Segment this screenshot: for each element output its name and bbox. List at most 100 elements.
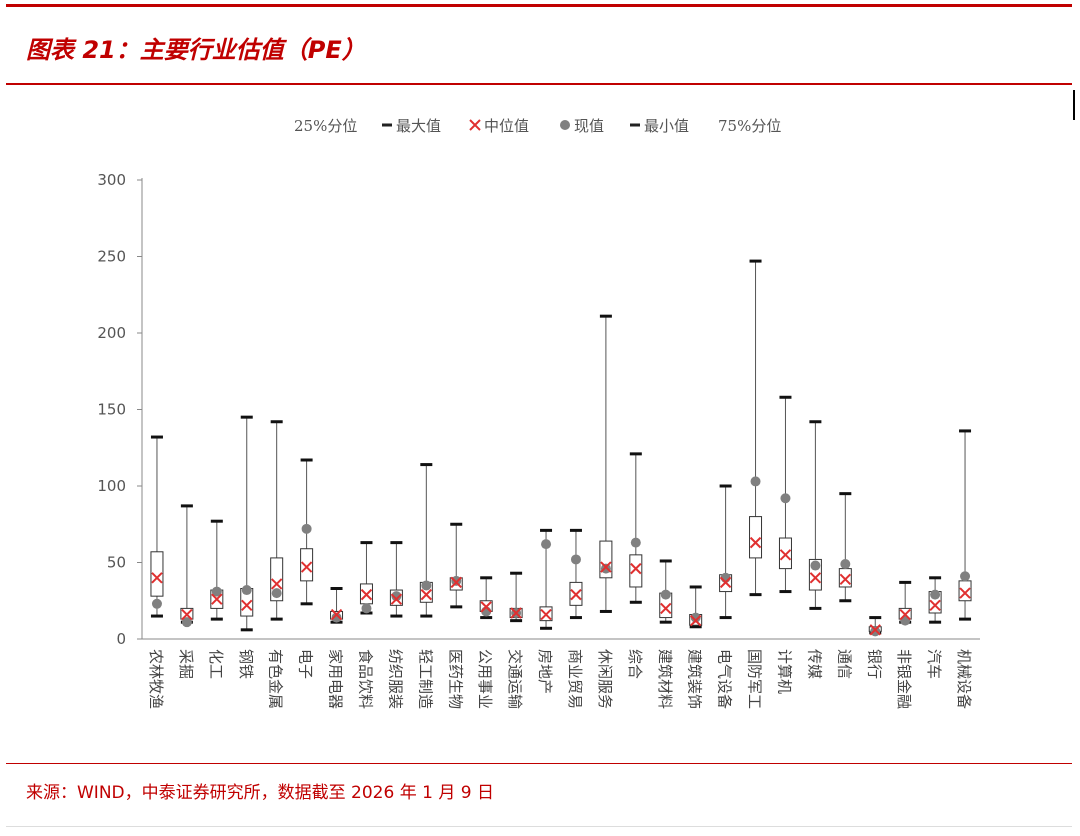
legend-label: 最小值 (644, 117, 689, 135)
legend-item: 现值 (560, 117, 604, 135)
category-label: 家用电器 (327, 649, 345, 709)
category-label: 休闲服务 (596, 649, 614, 709)
median-cross (689, 614, 702, 627)
category-label: 食品饮料 (356, 649, 374, 709)
legend-item: 25%分位 (294, 117, 357, 135)
median-cross (241, 599, 253, 612)
median-cross (390, 593, 403, 605)
median-cross (749, 536, 762, 549)
median-cross (480, 601, 492, 613)
median-cross (211, 593, 223, 605)
current-value-dot (331, 612, 342, 623)
legend-item: 最小值 (630, 117, 689, 135)
category-label: 商业贸易 (566, 649, 584, 709)
median-cross (779, 549, 792, 561)
current-value-dot (870, 626, 881, 637)
category-label: 机械设备 (955, 649, 973, 709)
current-value-dot (930, 589, 941, 600)
y-tick-label: 50 (107, 554, 126, 572)
title-rule (6, 83, 1072, 85)
current-value-dot (421, 580, 432, 591)
median-cross (630, 562, 642, 575)
current-value-dot (750, 476, 761, 487)
current-value-dot (690, 612, 701, 623)
current-value-dot (630, 537, 641, 548)
category-label: 公用事业 (476, 649, 494, 709)
current-value-dot (600, 563, 611, 574)
median-cross (151, 572, 163, 584)
legend-label: 75%分位 (718, 117, 781, 135)
legend-item: 最大值 (382, 117, 441, 135)
median-cross (869, 624, 881, 636)
median-cross (570, 588, 582, 601)
current-value-dot (211, 586, 222, 597)
current-value-dot (660, 589, 671, 600)
legend-dot-marker (560, 120, 570, 130)
iqr-box (300, 548, 314, 582)
category-label: 计算机 (775, 649, 793, 694)
category-label: 建筑材料 (656, 649, 674, 709)
current-value-dot (361, 603, 372, 614)
current-value-dot (301, 523, 312, 534)
category-label: 建筑装饰 (686, 649, 704, 709)
category-label: 汽车 (925, 649, 943, 679)
legend-item: 75%分位 (718, 117, 781, 135)
category-label: 银行 (865, 649, 883, 679)
median-cross (181, 608, 193, 621)
legend-item: 中位值 (469, 117, 529, 135)
median-cross (540, 608, 552, 621)
category-label: 房地产 (536, 649, 554, 694)
legend-label: 25%分位 (294, 117, 357, 135)
category-label: 综合 (626, 649, 644, 679)
median-cross (330, 608, 343, 621)
median-cross (420, 588, 433, 601)
y-tick-label: 100 (97, 477, 126, 495)
median-cross (270, 578, 283, 590)
category-label: 采掘 (177, 649, 195, 679)
category-label: 电气设备 (716, 649, 734, 709)
category-label: 农林牧渔 (147, 649, 165, 709)
median-cross (600, 561, 612, 573)
current-value-dot (960, 571, 971, 582)
current-value-dot (151, 598, 162, 609)
bottom-border (6, 826, 1072, 827)
y-tick-label: 250 (97, 248, 126, 266)
category-label: 传媒 (805, 649, 823, 679)
current-value-dot (271, 588, 282, 599)
median-cross (929, 599, 941, 612)
median-cross (899, 608, 911, 621)
source-note: 来源：WIND，中泰证券研究所，数据截至 2026 年 1 月 9 日 (26, 783, 494, 803)
y-tick-label: 300 (97, 171, 126, 189)
top-rule (6, 4, 1072, 7)
category-label: 钢铁 (237, 649, 255, 679)
boxplot-chart: 0 50 100 150 200 250 300 25%分位 最大值 中位值 现值 最小值 75%分位农… (97, 117, 980, 709)
bottom-rule (6, 763, 1072, 764)
category-label: 交通运输 (506, 649, 524, 709)
category-label: 医药生物 (446, 649, 464, 709)
iqr-box (749, 516, 763, 559)
current-value-dot (840, 559, 851, 570)
iqr-box (778, 537, 792, 570)
median-cross (450, 576, 462, 589)
category-label: 电子 (297, 649, 315, 679)
y-tick-label: 200 (97, 324, 126, 342)
current-value-dot (391, 591, 402, 602)
median-cross (719, 576, 732, 589)
current-value-dot (241, 585, 252, 596)
category-label: 化工 (207, 649, 225, 679)
current-value-dot (780, 493, 791, 504)
text-cursor-bar (1073, 90, 1075, 120)
chart-frame: 0 50 100 150 200 250 300 25%分位 最大值 中位值 现值 最小值 75%分位农… (80, 86, 1072, 762)
current-value-dot (570, 554, 581, 565)
category-label: 非银金融 (895, 649, 913, 709)
legend-label: 现值 (574, 117, 604, 135)
median-cross (360, 588, 373, 601)
legend-label: 中位值 (484, 117, 529, 135)
median-cross (510, 607, 522, 619)
median-cross (300, 561, 313, 573)
current-value-dot (810, 560, 821, 571)
y-tick-label: 0 (116, 630, 126, 648)
category-label: 纺织服装 (386, 649, 404, 709)
iqr-box (629, 554, 643, 588)
iqr-box (150, 551, 164, 597)
